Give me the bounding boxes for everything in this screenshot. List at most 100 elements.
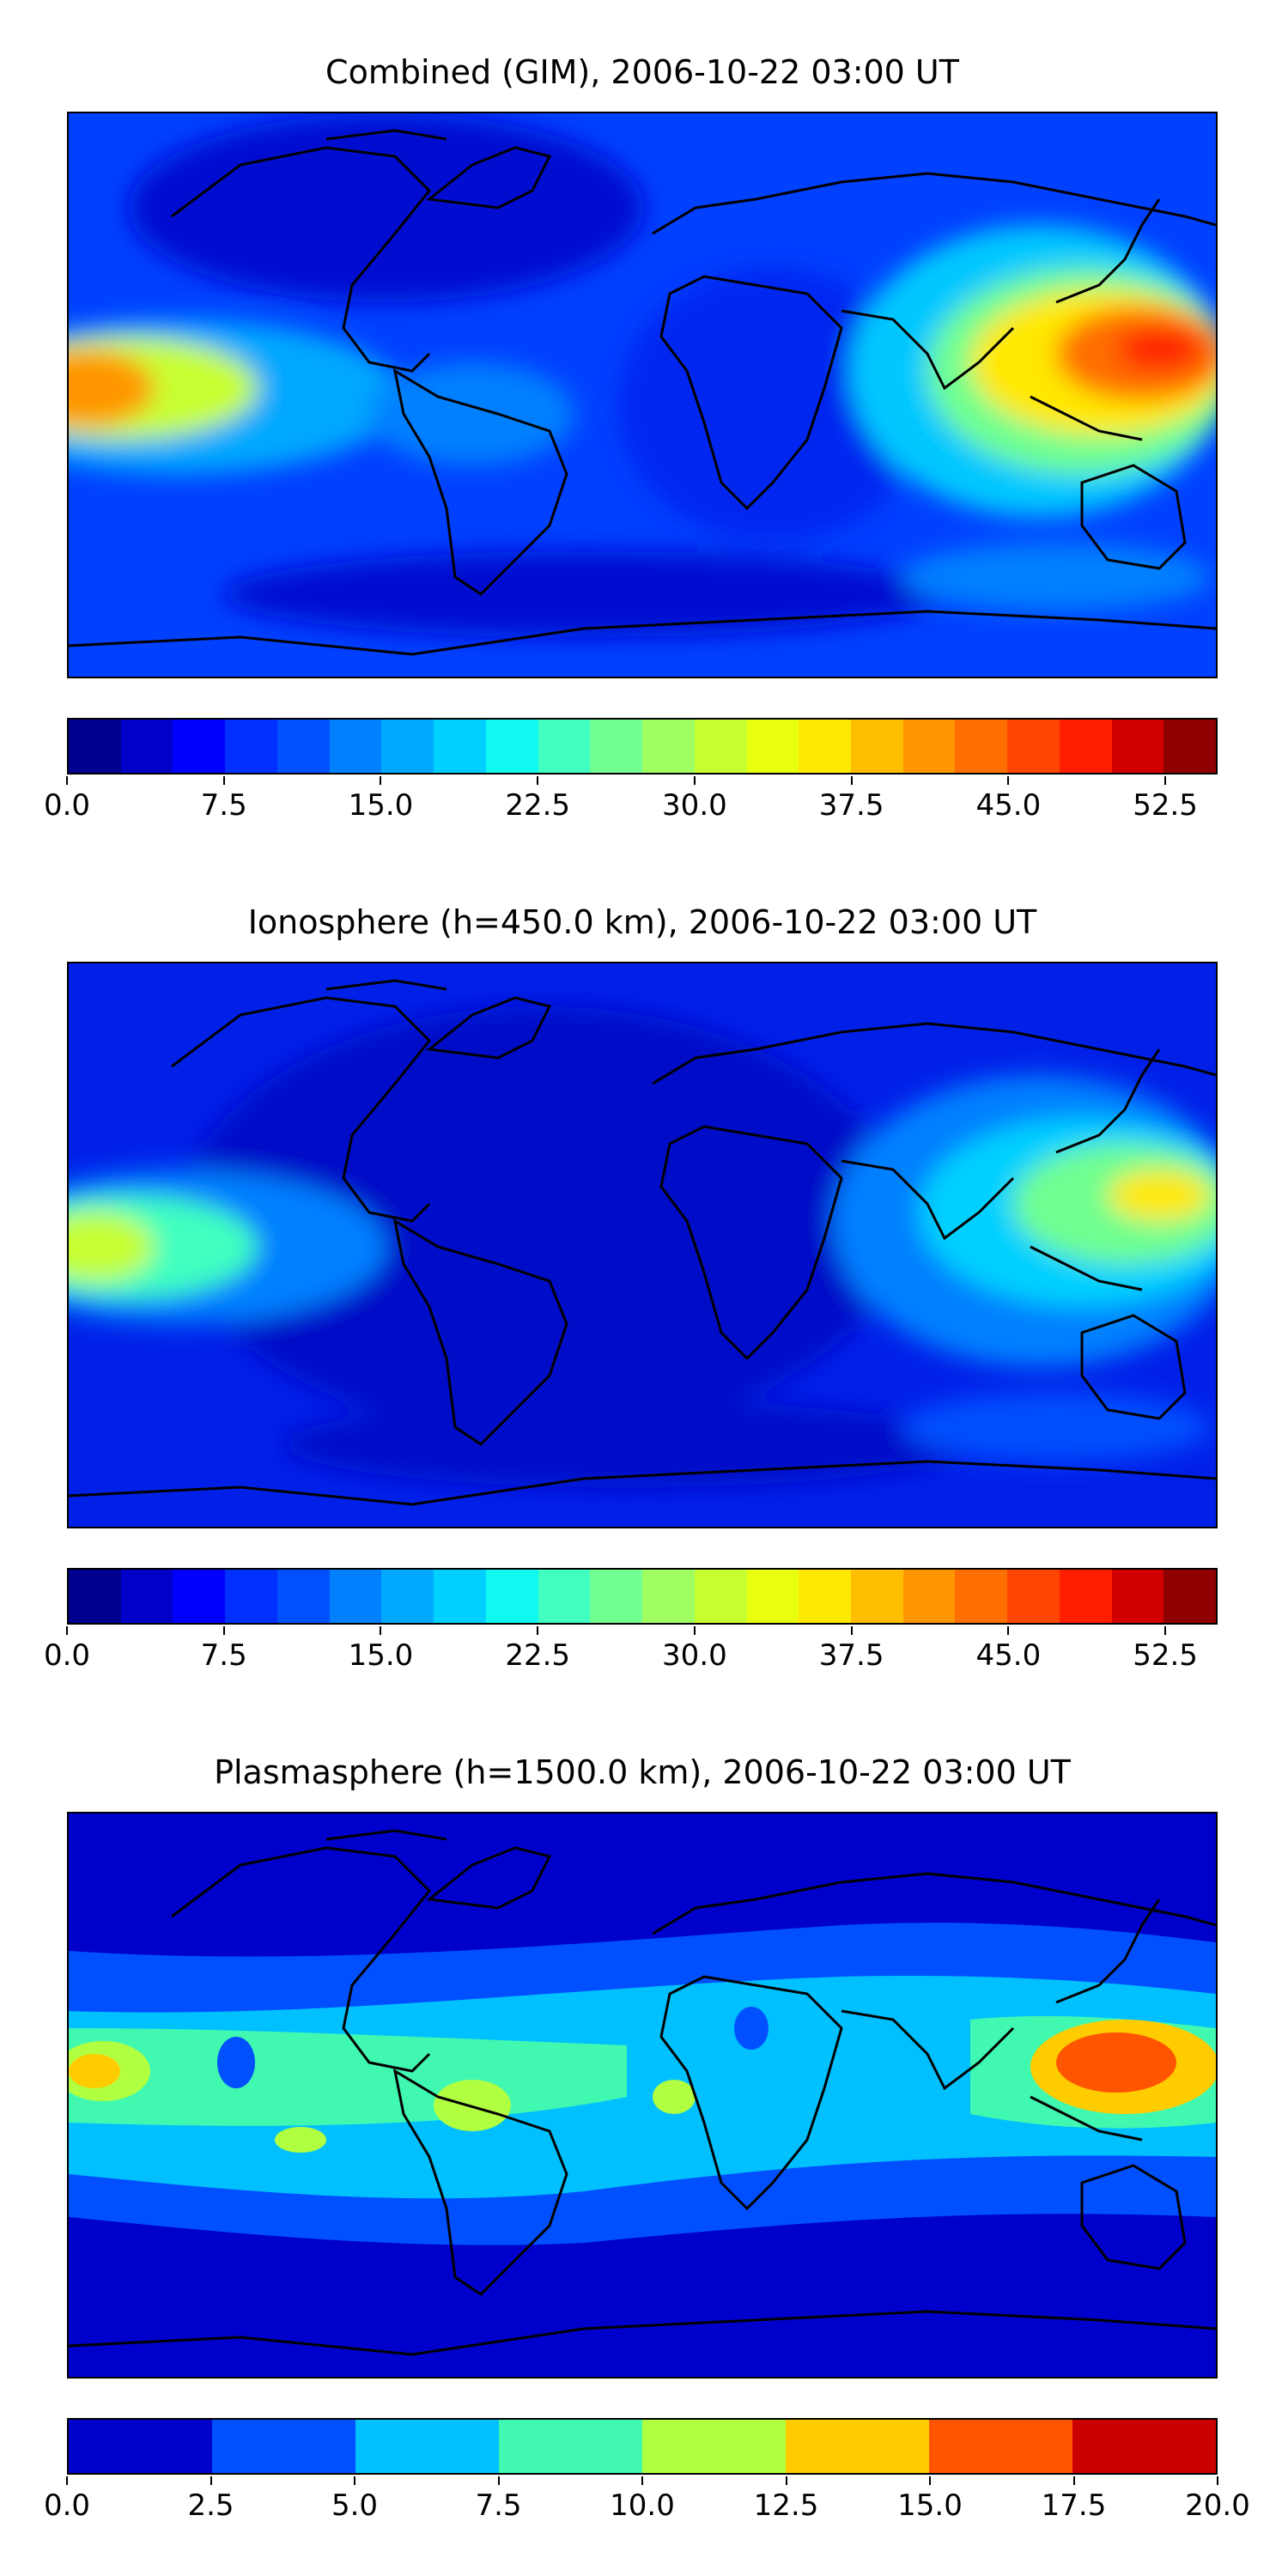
colorbar-tick-label: 0.0 xyxy=(43,788,91,823)
colorbar-segment xyxy=(746,720,799,773)
colorbar-tick-mark xyxy=(354,2476,355,2485)
colorbar-segment xyxy=(120,720,173,773)
colorbar-tick-mark xyxy=(66,2476,68,2485)
colorbar-tick-label: 22.5 xyxy=(505,1638,571,1673)
colorbar-segment xyxy=(851,1570,903,1623)
colorbar-segment xyxy=(381,720,434,773)
colorbar-tick-mark xyxy=(380,1626,382,1635)
colorbar-tick-label: 52.5 xyxy=(1133,788,1198,823)
colorbar-tick-mark xyxy=(497,2476,500,2485)
colorbar-tick-label: 37.5 xyxy=(818,788,884,823)
colorbar-segment xyxy=(1007,1570,1060,1623)
colorbar-tick-mark xyxy=(1164,1626,1167,1635)
colorbar-segment xyxy=(786,2420,929,2473)
tec-map-combined xyxy=(67,112,1218,678)
colorbar-segment xyxy=(642,1570,695,1623)
colorbar-tick-mark xyxy=(380,776,382,785)
colorbar-segment xyxy=(929,2420,1072,2473)
colorbar-tick-mark xyxy=(537,776,539,785)
colorbar-segment xyxy=(69,720,121,773)
colorbar-segment xyxy=(1111,1570,1164,1623)
colorbar-segment xyxy=(1007,720,1060,773)
colorbar-segment xyxy=(902,1570,956,1623)
colorbar-segment xyxy=(225,1570,277,1623)
colorbar-segment xyxy=(381,1570,434,1623)
colorbar-segment xyxy=(485,720,538,773)
colorbar-tick-label: 30.0 xyxy=(662,1638,727,1673)
colorbar-segment xyxy=(746,1570,799,1623)
colorbar-tick-mark xyxy=(929,2476,931,2485)
colorbar-tick-mark xyxy=(693,1626,696,1635)
colorbar-tick-mark xyxy=(641,2476,643,2485)
colorbar-tick-mark xyxy=(210,2476,212,2485)
colorbar-segment xyxy=(1059,720,1112,773)
colorbar-tick-label: 15.0 xyxy=(897,2488,963,2523)
colorbar-segment xyxy=(434,1570,486,1623)
colorbar-segment xyxy=(120,1570,173,1623)
colorbar-segment xyxy=(538,720,591,773)
panel-title: Ionosphere (h=450.0 km), 2006-10-22 03:0… xyxy=(247,903,1037,941)
colorbar-tick-label: 22.5 xyxy=(505,788,571,823)
colorbar-tick-label: 30.0 xyxy=(662,788,727,823)
colorbar-segment xyxy=(642,720,695,773)
colorbar-segment xyxy=(799,1570,852,1623)
colorbar-segment xyxy=(173,720,226,773)
colorbar-tick-mark xyxy=(850,1626,853,1635)
colorbar-tick-label: 45.0 xyxy=(975,788,1042,823)
colorbar-segment xyxy=(590,1570,643,1623)
colorbar-tick-mark xyxy=(1007,776,1010,785)
colorbar-segment xyxy=(499,2420,642,2473)
tec-map-ionosphere xyxy=(67,962,1218,1528)
colorbar-segment xyxy=(1059,1570,1112,1623)
colorbar-segment xyxy=(434,720,486,773)
colorbar-segment xyxy=(69,1570,121,1623)
colorbar-tick-label: 7.5 xyxy=(200,1638,247,1673)
tec-contour-ionosphere xyxy=(69,963,1216,1527)
colorbar-ionosphere xyxy=(67,1568,1218,1625)
colorbar-tick-mark xyxy=(1007,1626,1010,1635)
colorbar-tick-label: 0.0 xyxy=(43,2488,91,2523)
colorbar-segment xyxy=(955,1570,1008,1623)
colorbar-segment xyxy=(69,2420,212,2473)
colorbar-segment xyxy=(276,720,330,773)
colorbar-segment xyxy=(485,1570,538,1623)
colorbar-segment xyxy=(851,720,903,773)
colorbar-ticks-combined: 0.0 7.5 15.0 22.5 30.0 37.5 45.0 52.5 xyxy=(44,776,1218,828)
coastlines xyxy=(69,979,1216,1506)
colorbar-tick-mark xyxy=(1072,2476,1075,2485)
colorbar-plasmasphere xyxy=(67,2418,1218,2475)
colorbar-segment xyxy=(329,720,382,773)
colorbar-segment xyxy=(1111,720,1164,773)
colorbar-tick-mark xyxy=(850,776,853,785)
colorbar-ticks-ionosphere: 0.0 7.5 15.0 22.5 30.0 37.5 45.0 52.5 xyxy=(44,1626,1218,1678)
colorbar-segment xyxy=(329,1570,382,1623)
tec-map-plasmasphere xyxy=(67,1812,1218,2379)
colorbar-tick-label: 37.5 xyxy=(818,1638,884,1673)
colorbar-segment xyxy=(1163,720,1217,773)
colorbar-segment xyxy=(1163,1570,1217,1623)
colorbar-segment xyxy=(955,720,1008,773)
coastlines xyxy=(69,129,1216,656)
colorbar-tick-mark xyxy=(1217,2476,1218,2485)
panel-title: Combined (GIM), 2006-10-22 03:00 UT xyxy=(325,53,959,91)
colorbar-tick-mark xyxy=(785,2476,787,2485)
colorbar-tick-mark xyxy=(537,1626,539,1635)
colorbar-tick-mark xyxy=(693,776,696,785)
colorbar-tick-label: 7.5 xyxy=(475,2488,522,2523)
colorbar-tick-label: 10.0 xyxy=(610,2488,675,2523)
colorbar-tick-mark xyxy=(222,1626,225,1635)
colorbar-segment xyxy=(276,1570,330,1623)
colorbar-tick-mark xyxy=(222,776,225,785)
colorbar-segment xyxy=(1072,2420,1216,2473)
colorbar-tick-label: 5.0 xyxy=(331,2488,379,2523)
colorbar-tick-label: 2.5 xyxy=(187,2488,234,2523)
colorbar-tick-label: 12.5 xyxy=(753,2488,819,2523)
colorbar-tick-mark xyxy=(66,1626,68,1635)
colorbar-segment xyxy=(225,720,277,773)
colorbar-segment xyxy=(212,2420,355,2473)
colorbar-ticks-plasmasphere: 0.0 2.5 5.0 7.5 10.0 12.5 15.0 17.5 20.0 xyxy=(44,2476,1250,2528)
colorbar-tick-label: 7.5 xyxy=(200,788,247,823)
colorbar-segment xyxy=(799,720,852,773)
colorbar-segment xyxy=(694,1570,747,1623)
colorbar-tick-label: 0.0 xyxy=(43,1638,91,1673)
